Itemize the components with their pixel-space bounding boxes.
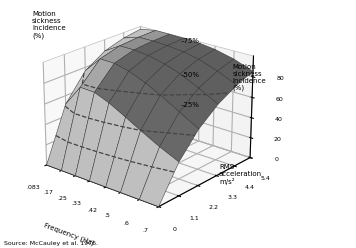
Text: –25%: –25% — [180, 102, 199, 108]
Text: Motion
sickness
incidence
(%): Motion sickness incidence (%) — [233, 64, 266, 91]
Text: RMS
acceleration
m/s²: RMS acceleration m/s² — [219, 164, 262, 186]
Text: –75%: –75% — [180, 38, 199, 44]
Text: Source: McCauley et al. 1976.: Source: McCauley et al. 1976. — [4, 241, 98, 246]
Text: Motion
sickness
incidence
(%): Motion sickness incidence (%) — [32, 11, 66, 39]
X-axis label: Frequency (Hz): Frequency (Hz) — [43, 221, 95, 246]
Text: –50%: –50% — [180, 72, 199, 78]
